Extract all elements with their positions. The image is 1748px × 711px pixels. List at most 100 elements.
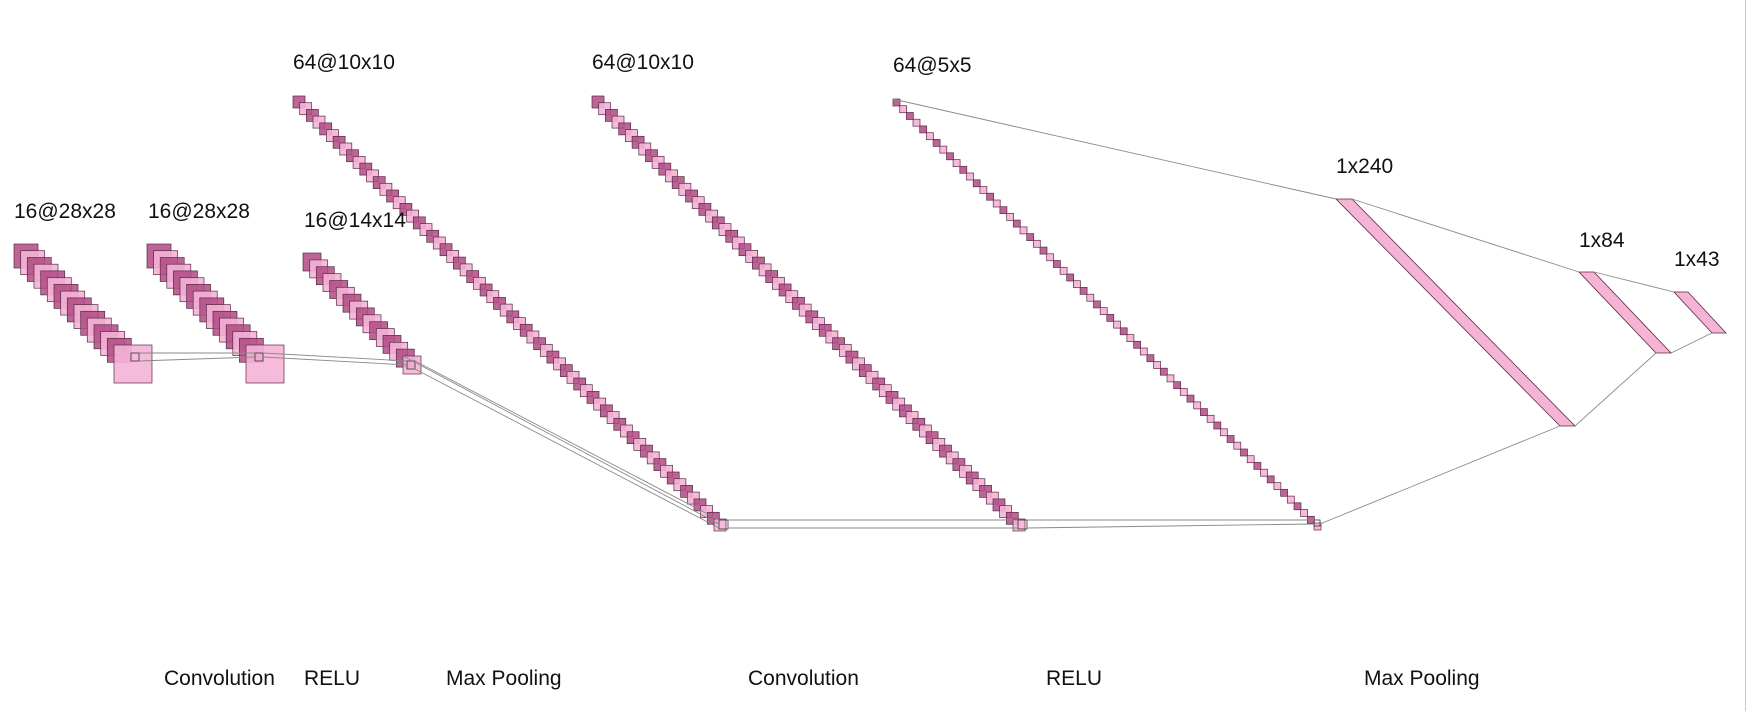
stack-pool1-out: [302, 252, 422, 375]
layer-label-pool2: 64@5x5: [893, 54, 972, 77]
feature-map-pool2-out-52: [1233, 441, 1242, 450]
feature-map-pool2-out-49: [1213, 421, 1222, 430]
stack-pool2-out: [892, 98, 1322, 531]
feature-map-pool2-out-25: [1053, 260, 1061, 268]
op-label-max-pooling-1: Max Pooling: [446, 667, 562, 690]
feature-map-pool2-out-33: [1106, 314, 1115, 322]
layer-labels: 16@28x28 16@28x28 16@14x14 64@10x10 64@1…: [14, 51, 1720, 271]
feature-map-pool2-out-32: [1099, 307, 1108, 315]
feature-map-pool2-out-48: [1206, 414, 1215, 423]
connector-line-17: [1670, 332, 1713, 354]
feature-map-pool2-out-50: [1220, 428, 1228, 437]
feature-map-pool2-out-10: [952, 159, 961, 167]
op-label-max-pooling-2: Max Pooling: [1364, 667, 1480, 690]
feature-map-pool2-out-21: [1026, 233, 1035, 241]
connector-line-16: [1593, 271, 1675, 293]
feature-map-pool2-out-3: [906, 112, 914, 120]
feature-map-pool2-out-59: [1280, 488, 1288, 497]
feature-map-pool2-out-57: [1266, 475, 1275, 484]
feature-map-pool2-out-34: [1113, 320, 1121, 329]
layer-label-relu1: 16@28x28: [148, 200, 250, 223]
connector-line-14: [1351, 198, 1580, 273]
feature-map-pool2-out-39: [1146, 354, 1155, 363]
feature-map-pool2-out-5: [919, 125, 928, 134]
feature-map-pool2-out-42: [1166, 374, 1175, 383]
fc-bar-fc2: [1578, 271, 1672, 354]
kernel-box-6: [1313, 519, 1321, 527]
op-label-relu-2: RELU: [1046, 667, 1102, 690]
feature-map-relu1-out-16: [245, 344, 285, 384]
feature-map-pool2-out-9: [946, 152, 954, 161]
feature-map-pool2-out-22: [1032, 239, 1041, 248]
feature-map-pool2-out-55: [1253, 462, 1262, 470]
layer-label-conv1: 16@28x28: [14, 200, 116, 223]
stack-relu2-out: [591, 95, 1026, 532]
feature-map-pool2-out-64: [1313, 522, 1322, 531]
layer-label-fc3: 1x43: [1674, 248, 1720, 271]
feature-map-pool2-out-58: [1273, 482, 1282, 490]
feature-map-pool2-out-44: [1179, 388, 1188, 396]
feature-map-pool2-out-4: [912, 118, 921, 127]
connector-line-13: [1319, 425, 1561, 525]
feature-map-pool2-out-53: [1240, 448, 1248, 457]
right-border-line: [1745, 0, 1746, 711]
feature-map-pool2-out-7: [932, 139, 941, 147]
feature-map-pool2-out-13: [972, 179, 981, 188]
feature-map-pool2-out-54: [1246, 455, 1255, 464]
kernel-box-1: [130, 352, 140, 362]
feature-map-pool2-out-26: [1059, 266, 1068, 275]
stack-conv1-out: [13, 243, 153, 384]
feature-map-pool2-out-16: [992, 199, 1001, 208]
feature-map-pool2-out-43: [1173, 381, 1182, 390]
connector-line-3: [262, 352, 408, 362]
feature-map-pool2-out-18: [1006, 213, 1014, 221]
layer-label-fc2: 1x84: [1579, 229, 1625, 252]
feature-map-pool2-out-47: [1200, 408, 1208, 416]
kernel-box-5: [1017, 519, 1028, 530]
fc-bar-fc3: [1673, 291, 1727, 334]
feature-map-pool2-out-62: [1300, 509, 1308, 517]
feature-map-pool2-out-2: [899, 105, 908, 114]
feature-map-pool2-out-56: [1260, 468, 1268, 477]
feature-map-pool2-out-24: [1046, 253, 1055, 262]
connector-line-15: [1574, 352, 1657, 427]
feature-map-pool2-out-14: [979, 186, 988, 194]
kernel-box-4: [718, 519, 729, 530]
connector-line-12: [892, 98, 1337, 200]
feature-map-pool2-out-36: [1126, 334, 1135, 342]
stack-conv2-out: [292, 95, 727, 532]
feature-map-pool2-out-30: [1086, 293, 1095, 302]
feature-map-pool2-out-40: [1153, 361, 1161, 369]
connector-line-4: [262, 356, 408, 366]
feature-map-pool2-out-37: [1133, 340, 1141, 349]
feature-map-pool2-out-41: [1159, 367, 1168, 376]
op-label-convolution-2: Convolution: [748, 667, 859, 690]
fc-bar-fc1: [1335, 198, 1576, 427]
feature-map-pool2-out-51: [1226, 435, 1235, 443]
op-label-relu-1: RELU: [304, 667, 360, 690]
connector-line-7: [402, 355, 720, 525]
feature-map-pool2-out-27: [1066, 273, 1075, 282]
feature-map-pool2-out-29: [1079, 287, 1088, 295]
feature-map-pool2-out-23: [1039, 246, 1048, 255]
feature-map-pool2-out-17: [999, 206, 1008, 215]
feature-map-stacks: [13, 95, 1727, 532]
feature-map-conv1-out-16: [113, 344, 153, 384]
feature-map-pool2-out-11: [959, 165, 968, 174]
feature-map-pool2-out-38: [1139, 347, 1148, 356]
layer-label-fc1: 1x240: [1336, 155, 1393, 178]
connector-lines: [138, 98, 1713, 529]
feature-map-pool2-out-45: [1186, 394, 1195, 403]
stack-relu1-out: [146, 243, 285, 384]
operation-labels: Convolution RELU Max Pooling Convolution…: [164, 667, 1480, 690]
feature-map-pool2-out-35: [1119, 327, 1128, 336]
connector-line-6: [414, 368, 720, 529]
connector-line-11: [1026, 523, 1315, 529]
feature-map-pool2-out-31: [1093, 300, 1101, 309]
feature-map-pool2-out-60: [1286, 495, 1295, 504]
feature-map-pool2-out-15: [986, 192, 994, 201]
layer-label-conv2: 64@10x10: [293, 51, 395, 74]
op-label-convolution-1: Convolution: [164, 667, 275, 690]
layer-label-relu2: 64@10x10: [592, 51, 694, 74]
